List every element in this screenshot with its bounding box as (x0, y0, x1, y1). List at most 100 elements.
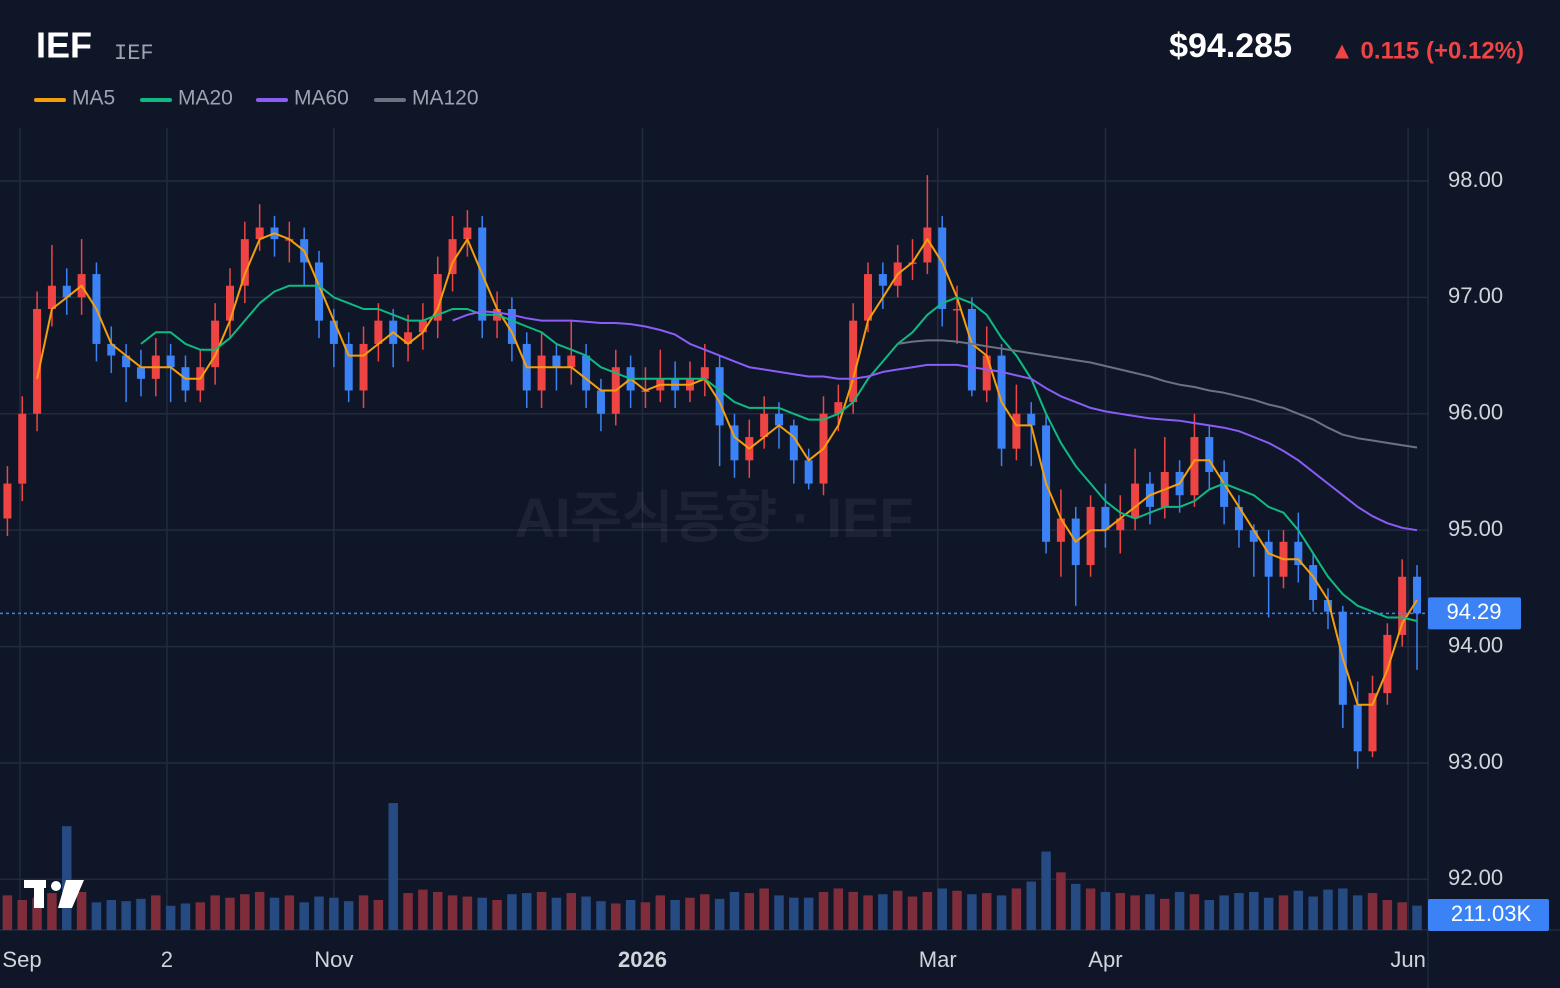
volume-bar (878, 894, 888, 930)
logo-part (51, 881, 61, 891)
candle-body (107, 343, 116, 356)
volume-bar (952, 890, 962, 930)
volume-bar (1189, 894, 1200, 930)
candle-body (315, 262, 324, 321)
candle-body (849, 320, 858, 403)
candle-body (1398, 576, 1407, 635)
candle-body (344, 343, 353, 391)
candle-body (1309, 565, 1318, 601)
volume-bar (1278, 895, 1289, 930)
volume-bar (314, 896, 324, 930)
x-tick-label: Mar (919, 947, 957, 972)
volume-bar (1412, 905, 1422, 930)
volume-bar (195, 902, 206, 930)
volume-bar (1071, 883, 1081, 930)
candle-body (1131, 483, 1140, 519)
candle-body (596, 390, 605, 414)
candle-body (47, 285, 56, 310)
legend: MA5 MA20 MA60 MA120 (34, 87, 479, 110)
candle-body (1116, 518, 1125, 531)
volume-bar (848, 891, 858, 930)
candle-body (255, 227, 264, 240)
ma-line (140, 284, 1418, 622)
volume-bar (180, 903, 191, 930)
volume-bar (1100, 891, 1111, 930)
volume-bar (1145, 894, 1155, 930)
volume-bar (1263, 897, 1274, 930)
candle-body (3, 483, 12, 519)
candle-body (225, 285, 234, 321)
volume-bar (225, 897, 235, 930)
volume-bars (2, 803, 1422, 930)
volume-bar (803, 897, 814, 930)
legend-label: MA5 (72, 87, 115, 110)
candle-body (774, 413, 783, 426)
legend-label: MA120 (412, 87, 479, 110)
candle-body (967, 309, 976, 391)
candle-body (1249, 530, 1258, 542)
ma-line (897, 339, 1418, 449)
volume-bar (670, 900, 680, 930)
volume-bar (373, 900, 384, 930)
candle-body (1086, 506, 1095, 566)
price-change: ▲ 0.115 (+0.12%) (1330, 37, 1524, 64)
volume-bar (151, 895, 161, 930)
logo-part (34, 880, 44, 908)
candle-body (1056, 518, 1065, 542)
grid: 92.00 93.00 94.00 95.00 96.00 97.00 98.00 Sep 2 N… (0, 128, 1560, 988)
volume-bar (1367, 893, 1378, 930)
y-tick-label: 98.00 (1448, 167, 1503, 192)
volume-bar (1174, 891, 1185, 930)
volume-bar (1338, 888, 1348, 930)
volume-bar (922, 891, 933, 930)
candle-body (359, 343, 368, 391)
volume-bar (210, 895, 220, 930)
volume-bar (596, 901, 606, 930)
volume-bar (403, 893, 413, 930)
volume-tag: 211.03K (1451, 901, 1532, 926)
volume-bar (551, 897, 562, 930)
candle-body (507, 309, 516, 344)
volume-bar (566, 893, 577, 930)
candle-body (211, 320, 220, 368)
x-tick-label: 2026 (618, 947, 667, 972)
candle-body (700, 367, 709, 379)
candle-body (878, 274, 887, 286)
candle-body (834, 402, 843, 414)
volume-bar (284, 895, 295, 930)
candle-body (62, 285, 71, 298)
volume-bar (17, 900, 28, 930)
volume-bar (1352, 895, 1363, 930)
volume-bar (477, 897, 487, 930)
volume-bar (1041, 851, 1051, 930)
price: $94.285 (1169, 27, 1292, 65)
y-tick-label: 92.00 (1448, 865, 1503, 890)
y-tick-label: 95.00 (1448, 516, 1503, 541)
volume-bar (937, 888, 947, 930)
x-tick-label: Jun (1390, 947, 1425, 972)
volume-bar (329, 897, 339, 930)
volume-bar (1160, 898, 1170, 930)
x-tick-label: Sep (2, 947, 41, 972)
price-tag: 94.29 (1446, 599, 1501, 624)
candle-body (404, 332, 413, 344)
watermark: AI주식동향 · IEF (515, 486, 914, 549)
candle-body (923, 227, 932, 263)
volume-bar (62, 826, 72, 930)
y-tick-label: 93.00 (1448, 749, 1503, 774)
volume-bar (729, 891, 740, 930)
volume-bar (299, 902, 309, 930)
volume-bar (521, 893, 532, 930)
volume-bar (1011, 888, 1022, 930)
volume-bar (136, 898, 146, 930)
volume-bar (343, 901, 354, 930)
candle-body (329, 320, 338, 344)
volume-bar (388, 803, 398, 930)
volume-bar (269, 897, 280, 930)
y-tick-label: 96.00 (1448, 400, 1503, 425)
candle-body (552, 355, 561, 368)
volume-bar (1234, 893, 1244, 930)
volume-bar (640, 902, 651, 930)
